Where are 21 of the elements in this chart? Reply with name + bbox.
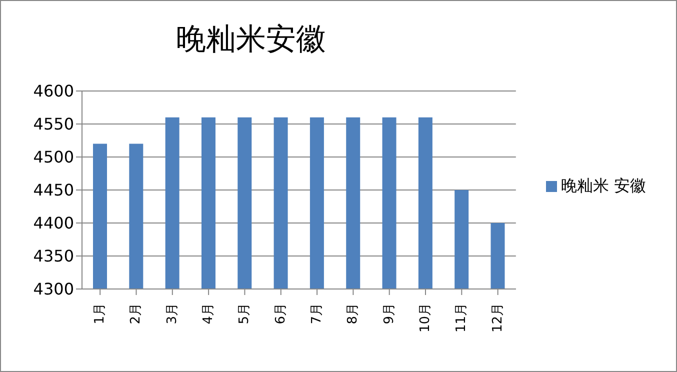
x-tick-label: 12月	[490, 303, 506, 333]
x-tick-label: 8月	[346, 303, 361, 324]
x-tick-label: 2月	[128, 303, 144, 324]
y-tick-label: 4300	[33, 280, 74, 299]
x-tick-label: 9月	[382, 303, 397, 324]
chart-title: 晚籼米安徽	[175, 21, 327, 59]
y-tick-label: 4600	[33, 82, 74, 101]
x-tick-label: 1月	[92, 303, 108, 324]
y-tick-label: 4400	[33, 214, 74, 233]
x-tick-label: 10月	[418, 303, 434, 333]
x-tick-label: 6月	[273, 303, 288, 324]
x-tick-label: 11月	[454, 303, 470, 333]
x-tick-label: 7月	[310, 303, 325, 324]
y-tick-label: 4350	[33, 246, 74, 266]
y-tick-label: 4550	[33, 114, 74, 134]
x-tick-label: 4月	[201, 303, 216, 324]
legend-label: 晚籼米 安徽	[560, 176, 646, 194]
x-tick-label: 3月	[164, 303, 180, 324]
y-tick-label: 4450	[33, 180, 74, 200]
y-tick-label: 4500	[33, 148, 74, 167]
x-tick-label: 5月	[237, 303, 252, 324]
